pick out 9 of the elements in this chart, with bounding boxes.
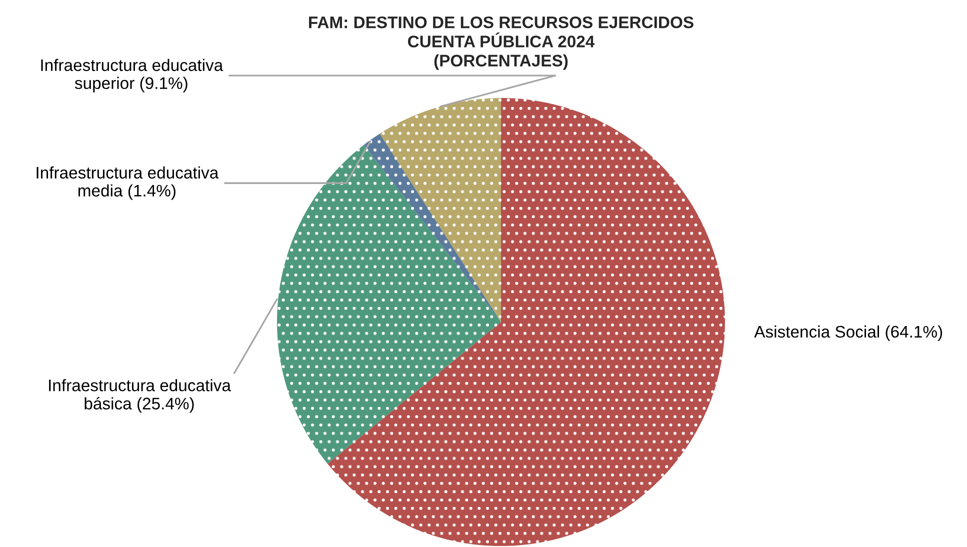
slice-label: Infraestructura educativa básica (25.4%)	[49, 379, 231, 413]
pie-slice	[277, 145, 501, 464]
pie-slice	[380, 98, 501, 322]
slice-label: Infraestructura educativa superior (9.1%)	[41, 58, 224, 92]
pie-slice	[328, 98, 725, 546]
chart-title: FAM: DESTINO DE LOS RECURSOS EJERCIDOS CUENTA PÚBLICA 2024 (PORCENTAJES)	[309, 16, 694, 70]
pie-slice	[364, 134, 501, 322]
slice-label: Asistencia Social (64.1%)	[754, 325, 942, 341]
slice-label: Infraestructura educativa media (1.4%)	[36, 166, 219, 200]
